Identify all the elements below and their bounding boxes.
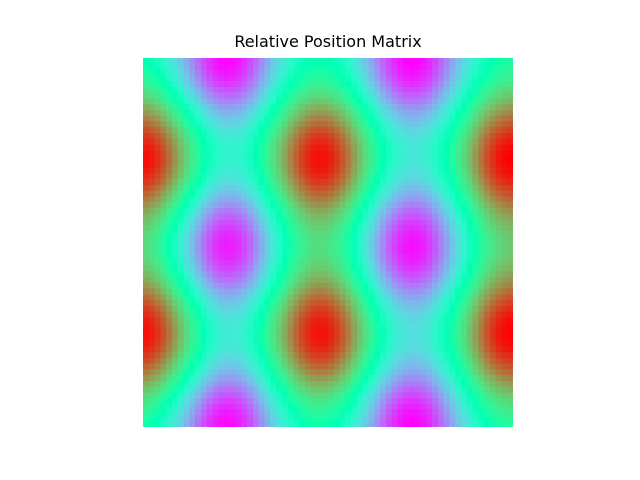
heatmap-image xyxy=(143,58,513,427)
heatmap-plot-area xyxy=(143,58,513,427)
chart-title: Relative Position Matrix xyxy=(234,32,422,51)
